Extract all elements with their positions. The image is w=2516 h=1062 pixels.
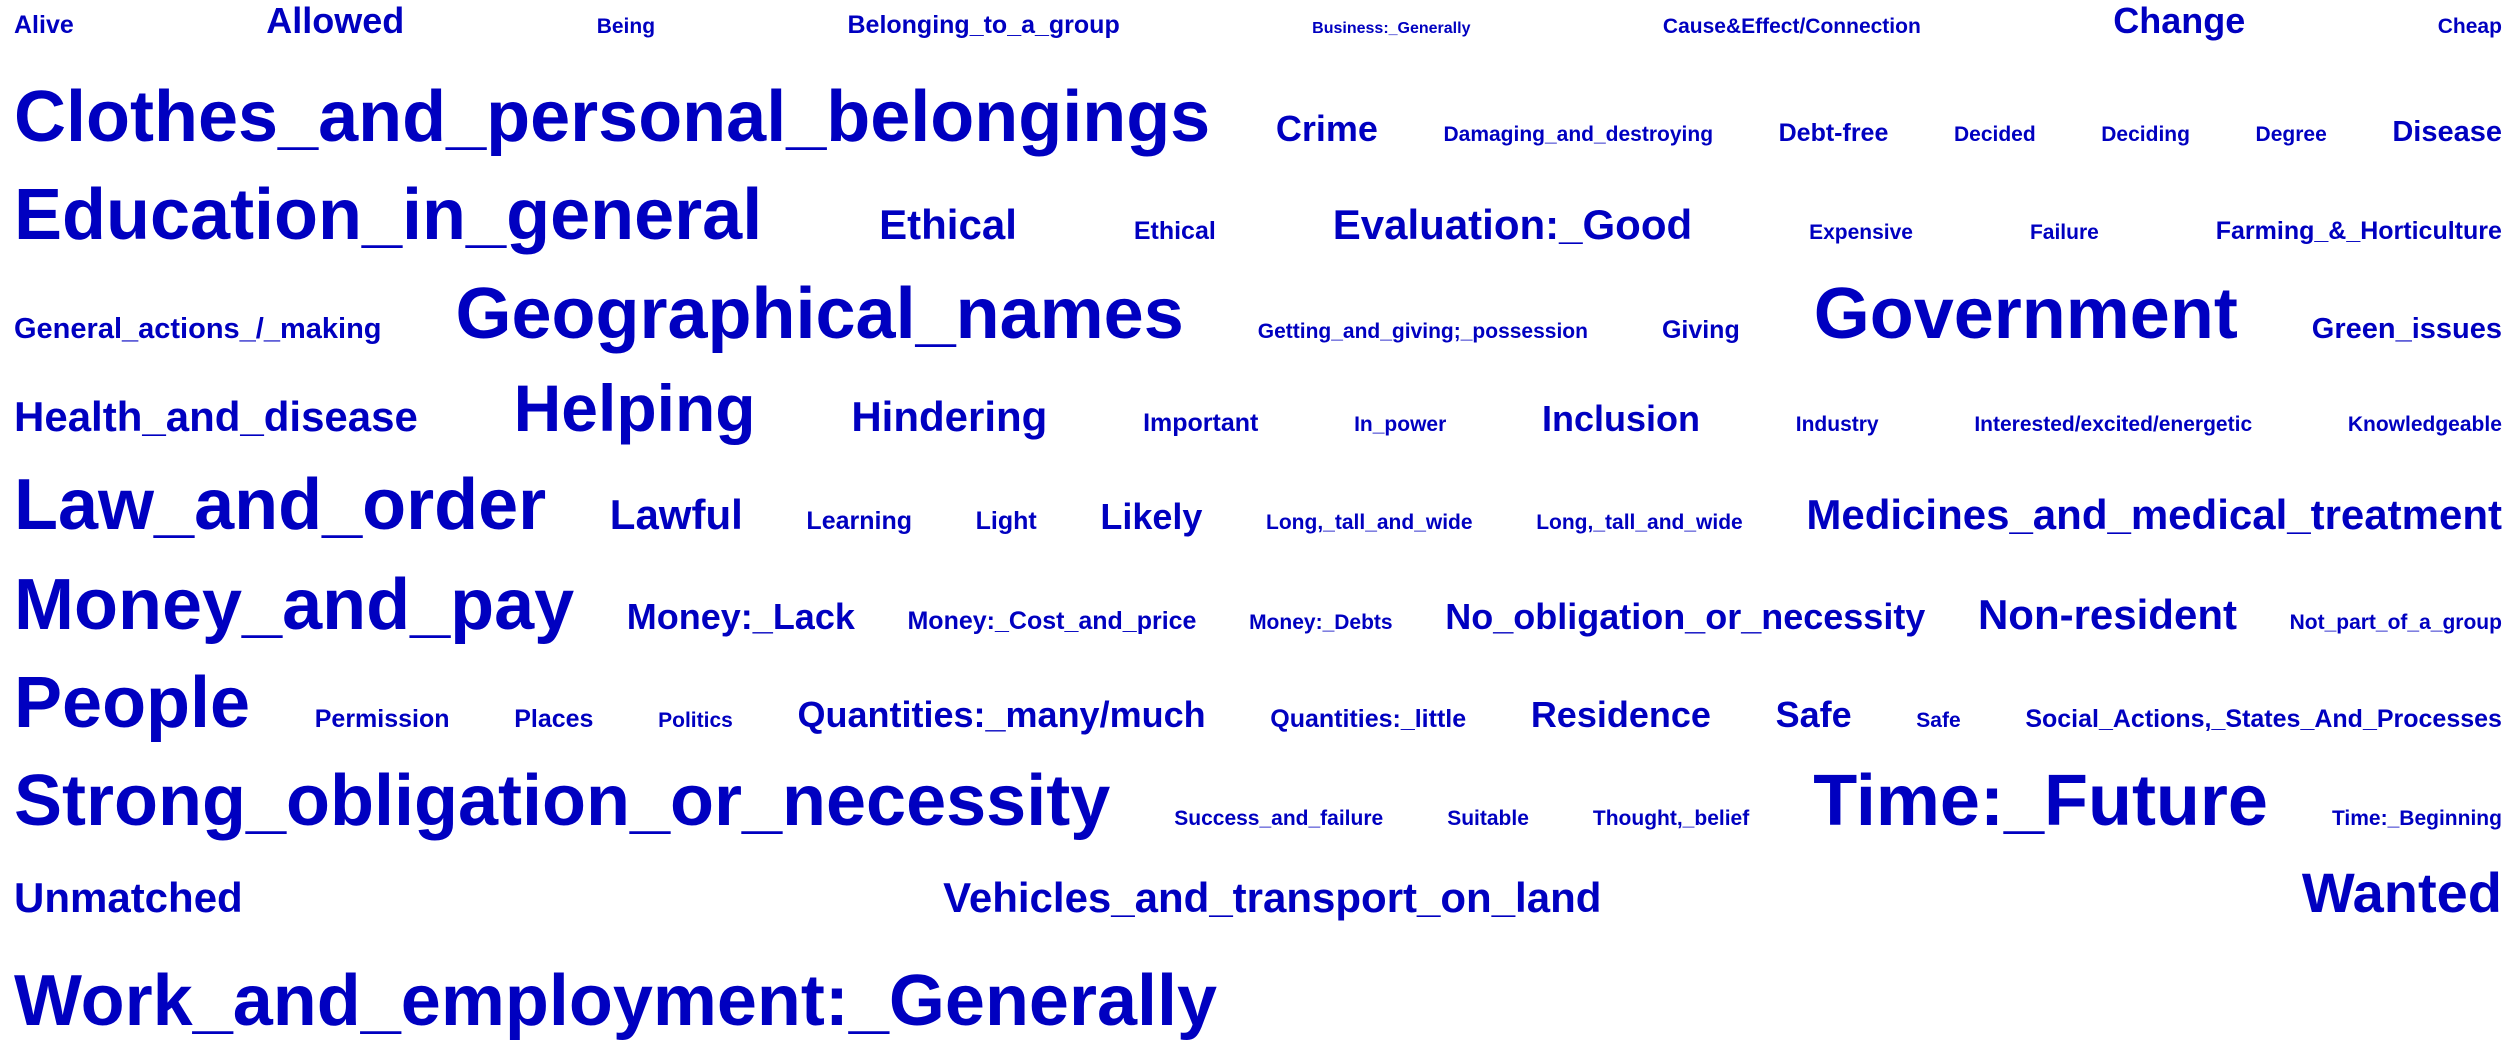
tag-word[interactable]: Vehicles_and_transport_on_land — [943, 874, 1602, 921]
tag-cloud-row: General_actions_/_making Geographical_na… — [14, 273, 2502, 370]
tag-word[interactable]: Wanted — [2301, 861, 2502, 924]
tag-word[interactable]: Being — [596, 15, 656, 38]
tag-word[interactable]: Not_part_of_a_group — [2289, 611, 2502, 634]
tag-word[interactable]: Deciding — [2101, 123, 2190, 146]
tag-word[interactable]: Light — [975, 507, 1037, 535]
tag-word[interactable]: Quantities:_little — [1270, 705, 1467, 733]
tag-word[interactable]: Expensive — [1809, 221, 1913, 244]
tag-word[interactable]: Social_Actions,_States_And_Processes — [2025, 705, 2502, 733]
tag-word[interactable]: Time:_Beginning — [2331, 807, 2502, 830]
tag-word[interactable]: Damaging_and_destroying — [1443, 123, 1714, 146]
tag-word[interactable]: Business:_Generally — [1312, 20, 1471, 37]
tag-word[interactable]: Geographical_names — [455, 274, 1184, 354]
tag-word[interactable]: Interested/excited/energetic — [1974, 413, 2253, 436]
tag-word[interactable]: Permission — [314, 705, 450, 733]
tag-word[interactable]: Knowledgeable — [2347, 413, 2502, 436]
tag-word[interactable]: Ethical — [1133, 217, 1216, 245]
tag-word[interactable]: Likely — [1100, 496, 1203, 537]
tag-cloud-row: Money_and_pay Money:_Lack Money:_Cost_an… — [14, 564, 2502, 662]
tag-word[interactable]: Residence — [1530, 694, 1711, 735]
tag-word[interactable]: Failure — [2029, 221, 2099, 244]
tag-word[interactable]: Long,_tall_and_wide — [1266, 511, 1473, 534]
tag-cloud-row: Clothes_and_personal_belongings Crime Da… — [14, 76, 2502, 174]
tag-word[interactable]: Helping — [513, 371, 756, 445]
tag-word[interactable]: Cheap — [2437, 15, 2502, 38]
tag-word[interactable]: Money:_Cost_and_price — [907, 607, 1197, 635]
tag-word[interactable]: Medicines_and_medical_treatment — [1806, 491, 2502, 538]
tag-word[interactable]: Getting_and_giving;_possession — [1257, 320, 1588, 343]
tag-word[interactable]: Hindering — [851, 393, 1048, 440]
tag-word[interactable]: Long,_tall_and_wide — [1536, 511, 1743, 534]
tag-word[interactable]: Thought,_belief — [1592, 807, 1750, 830]
tag-word[interactable]: Decided — [1953, 123, 2036, 146]
tag-word[interactable]: Money:_Debts — [1249, 611, 1393, 634]
tag-word[interactable]: Work_and_employment:_Generally — [14, 961, 1218, 1041]
tag-word[interactable]: Degree — [2255, 123, 2327, 146]
tag-cloud-row: Alive Allowed Being Belonging_to_a_group… — [14, 0, 2502, 76]
tag-word[interactable]: Government — [1813, 274, 2238, 354]
tag-cloud-row: Law_and_order Lawful Learning Light Like… — [14, 464, 2502, 564]
tag-word[interactable]: Quantities:_many/much — [797, 694, 1206, 735]
tag-word[interactable]: In_power — [1354, 413, 1447, 436]
tag-word[interactable]: People — [14, 663, 251, 743]
tag-word[interactable]: Suitable — [1447, 807, 1529, 830]
tag-word[interactable]: Success_and_failure — [1174, 807, 1384, 830]
tag-word[interactable]: Money_and_pay — [14, 565, 575, 645]
tag-word[interactable]: Farming_&_Horticulture — [2215, 217, 2502, 245]
tag-word[interactable]: Lawful — [609, 491, 743, 538]
tag-word[interactable]: General_actions_/_making — [14, 313, 382, 345]
tag-word[interactable]: Strong_obligation_or_necessity — [14, 761, 1111, 841]
tag-word[interactable]: Cause&Effect/Connection — [1662, 15, 1921, 38]
tag-word[interactable]: Safe — [1775, 694, 1852, 735]
tag-word[interactable]: Industry — [1795, 413, 1879, 436]
tag-word[interactable]: Places — [514, 705, 594, 733]
tag-word[interactable]: Green_issues — [2311, 313, 2502, 345]
tag-word[interactable]: Safe — [1916, 709, 1961, 732]
tag-word[interactable]: Time:_Future — [1813, 761, 2268, 841]
tag-word[interactable]: Education_in_general — [14, 175, 763, 255]
tag-cloud-row: Unmatched Vehicles_and_transport_on_land… — [14, 860, 2502, 960]
tag-cloud-row: Education_in_general Ethical Ethical Eva… — [14, 174, 2502, 273]
tag-word[interactable]: Unmatched — [14, 874, 243, 921]
tag-cloud-row: Health_and_disease Helping Hindering Imp… — [14, 370, 2502, 464]
tag-word[interactable]: Law_and_order — [14, 465, 547, 545]
tag-cloud-row: Work_and_employment:_Generally — [14, 960, 2502, 1050]
tag-word[interactable]: Inclusion — [1542, 398, 1701, 439]
tag-word[interactable]: Alive — [14, 11, 74, 39]
tag-word[interactable]: Politics — [658, 709, 733, 732]
tag-cloud-row: People Permission Places Politics Quanti… — [14, 662, 2502, 760]
tag-word[interactable]: Giving — [1661, 316, 1740, 344]
tag-word[interactable]: Crime — [1275, 108, 1378, 149]
tag-word[interactable]: Belonging_to_a_group — [847, 11, 1120, 39]
tag-word[interactable]: Allowed — [266, 0, 405, 41]
tag-word[interactable]: No_obligation_or_necessity — [1445, 596, 1926, 637]
tag-word[interactable]: Learning — [806, 507, 912, 535]
tag-word[interactable]: Important — [1143, 409, 1259, 437]
tag-word[interactable]: Non-resident — [1977, 591, 2237, 638]
tag-word[interactable]: Ethical — [879, 201, 1017, 248]
tag-word[interactable]: Clothes_and_personal_belongings — [14, 77, 1211, 157]
tag-word[interactable]: Disease — [2392, 116, 2502, 148]
tag-cloud-row: Strong_obligation_or_necessity Success_a… — [14, 760, 2502, 860]
tag-word[interactable]: Change — [2113, 0, 2246, 41]
tag-word[interactable]: Money:_Lack — [626, 596, 855, 637]
tag-word[interactable]: Debt-free — [1778, 119, 1889, 147]
tag-word[interactable]: Health_and_disease — [14, 393, 418, 440]
tag-word[interactable]: Evaluation:_Good — [1332, 201, 1693, 248]
